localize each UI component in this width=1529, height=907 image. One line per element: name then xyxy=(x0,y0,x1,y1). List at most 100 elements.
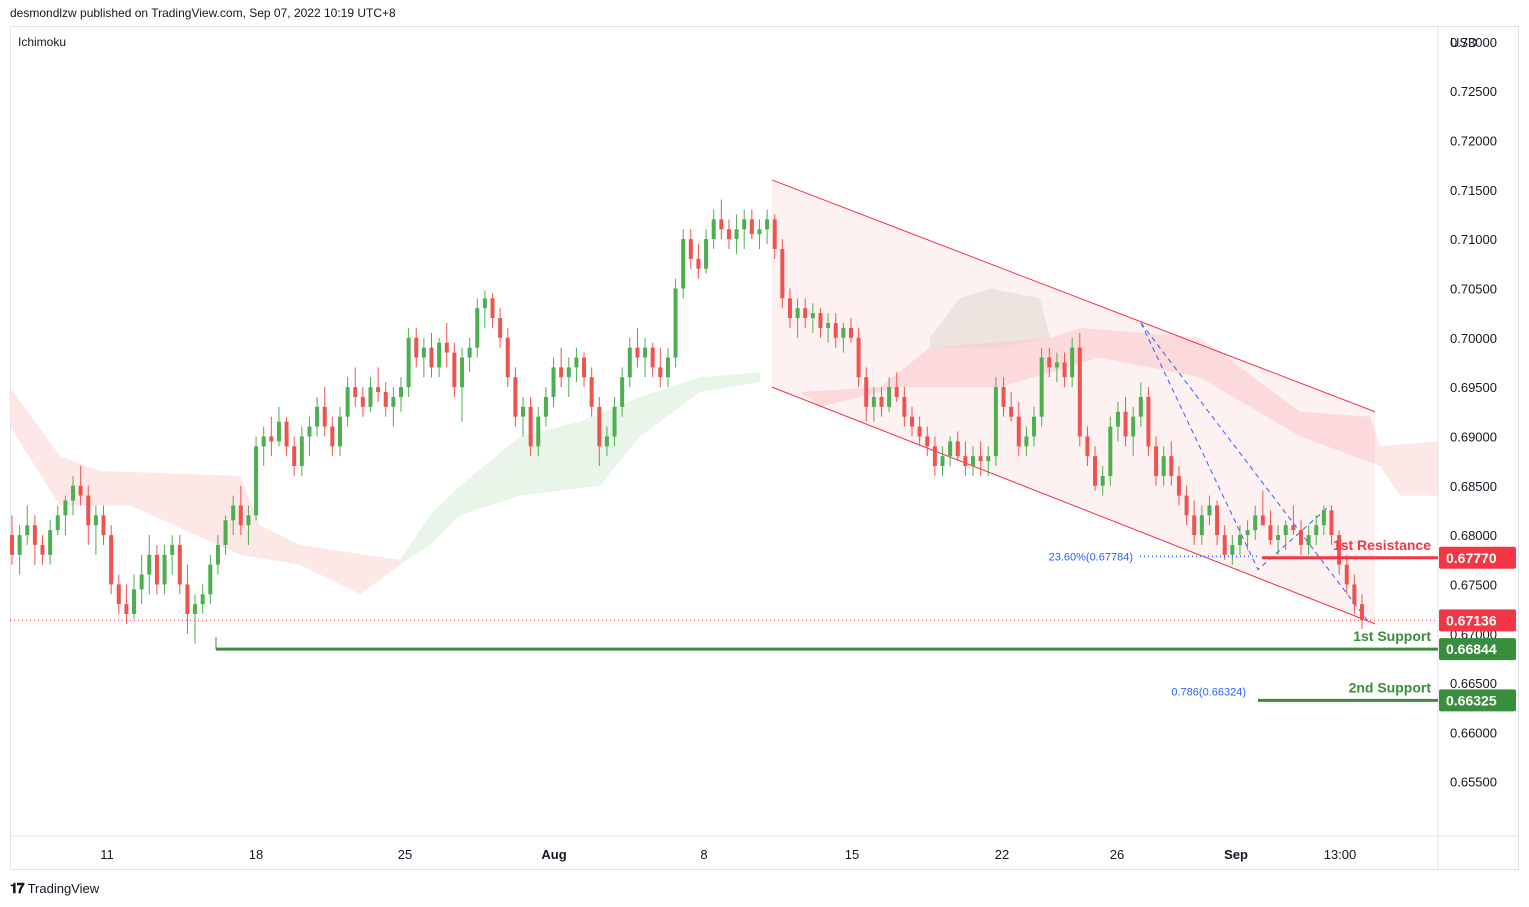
candle-body xyxy=(147,554,152,575)
y-tick-label: 0.69500 xyxy=(1450,380,1497,395)
candle-body xyxy=(116,584,121,605)
ichimoku-cloud-red-1 xyxy=(10,387,400,595)
candle-body xyxy=(299,436,304,467)
candle-body xyxy=(551,367,556,397)
candle-body xyxy=(1146,396,1151,447)
x-tick-label: 15 xyxy=(845,847,859,862)
candle-body xyxy=(63,500,68,516)
candle-body xyxy=(521,406,526,417)
candle-body xyxy=(1245,530,1250,536)
fib-swing-line-2 xyxy=(1140,322,1371,625)
candle-body xyxy=(1184,495,1189,516)
candle-body xyxy=(177,544,182,585)
footer-brand[interactable]: TradingView xyxy=(27,881,100,896)
candle-body xyxy=(665,357,670,378)
x-tick-label: Aug xyxy=(541,847,566,862)
candle-body xyxy=(460,357,464,388)
candle-body xyxy=(1100,475,1105,486)
candle-body xyxy=(1291,525,1296,531)
candle-body xyxy=(124,604,129,615)
x-tick-label: 11 xyxy=(100,847,114,862)
candle-body xyxy=(1138,396,1143,417)
last-price-tag xyxy=(1439,609,1516,632)
candle-body xyxy=(559,367,564,378)
candle-body xyxy=(627,347,632,378)
candle-body xyxy=(742,219,747,230)
x-tick-label: 18 xyxy=(249,847,263,862)
candle-body xyxy=(993,387,998,457)
candle-body xyxy=(932,446,937,467)
candle-body xyxy=(1169,456,1174,476)
y-tick-label: 0.70500 xyxy=(1450,281,1497,296)
candle-body xyxy=(1337,535,1342,565)
ichimoku-cloud-green-1 xyxy=(400,372,760,565)
support2-label: 2nd Support xyxy=(1349,679,1432,695)
candle-body xyxy=(444,342,449,353)
y-tick-label: 0.65500 xyxy=(1450,775,1497,790)
candle-body xyxy=(986,456,991,462)
candle-body xyxy=(284,421,289,447)
y-tick-label: 0.73000 xyxy=(1450,35,1497,50)
candle-body xyxy=(238,505,243,526)
indicator-label[interactable]: Ichimoku xyxy=(18,35,67,49)
candle-body xyxy=(574,357,579,368)
candle-body xyxy=(345,387,350,417)
x-tick-label: 13:00 xyxy=(1324,847,1357,862)
candle-body xyxy=(589,377,594,407)
candle-body xyxy=(1253,515,1258,531)
candle-body xyxy=(1283,525,1288,536)
candle-body xyxy=(269,436,274,442)
ichimoku-cloud-red-2 xyxy=(800,327,1438,496)
candle-body xyxy=(505,337,510,378)
candle-body xyxy=(1268,525,1273,541)
candle-body xyxy=(40,544,45,555)
candle-body xyxy=(193,604,198,615)
candle-body xyxy=(360,396,365,407)
candle-body xyxy=(1260,515,1265,526)
tradingview-logo-icon[interactable]: 𝟏𝟕 xyxy=(10,880,25,896)
candle-body xyxy=(1024,436,1029,447)
candle-body xyxy=(482,298,487,309)
candle-body xyxy=(1352,584,1357,605)
currency-label[interactable]: USD xyxy=(1450,35,1478,50)
candle-body xyxy=(887,387,892,407)
candle-body xyxy=(978,456,983,462)
candle-body xyxy=(398,387,403,397)
candle-body xyxy=(673,288,678,358)
support1-tag-text: 0.66844 xyxy=(1446,641,1497,657)
candle-body xyxy=(1222,535,1227,555)
candle-body xyxy=(414,337,419,358)
fib-786-label: 0.786(0.66324) xyxy=(1171,686,1246,698)
candle-body xyxy=(154,554,159,585)
channel-lower-line xyxy=(771,386,1376,625)
candle-body xyxy=(429,347,434,368)
candle-body xyxy=(612,406,617,437)
candle-body xyxy=(1115,411,1120,427)
candle-body xyxy=(315,406,320,427)
x-tick-label: 22 xyxy=(995,847,1009,862)
candle-body xyxy=(940,456,945,467)
candle-body xyxy=(1306,535,1311,545)
candle-body xyxy=(803,308,808,319)
candle-body xyxy=(86,495,91,526)
candle-body xyxy=(292,446,297,467)
candle-body xyxy=(635,347,640,358)
candle-body xyxy=(246,515,251,526)
candle-body xyxy=(48,530,53,555)
candle-body xyxy=(894,387,899,397)
candle-body xyxy=(833,322,838,338)
candle-body xyxy=(1123,411,1128,437)
candle-body xyxy=(231,505,236,521)
candle-body xyxy=(32,525,37,545)
candle-body xyxy=(566,367,571,378)
candle-body xyxy=(353,387,358,397)
y-tick-label: 0.68500 xyxy=(1450,479,1497,494)
candle-body xyxy=(841,327,846,338)
candle-body xyxy=(620,377,625,407)
candle-body xyxy=(254,446,259,516)
candle-body xyxy=(330,426,335,447)
candle-body xyxy=(1176,475,1181,496)
candle-body xyxy=(780,248,785,299)
candle-body xyxy=(307,426,312,437)
